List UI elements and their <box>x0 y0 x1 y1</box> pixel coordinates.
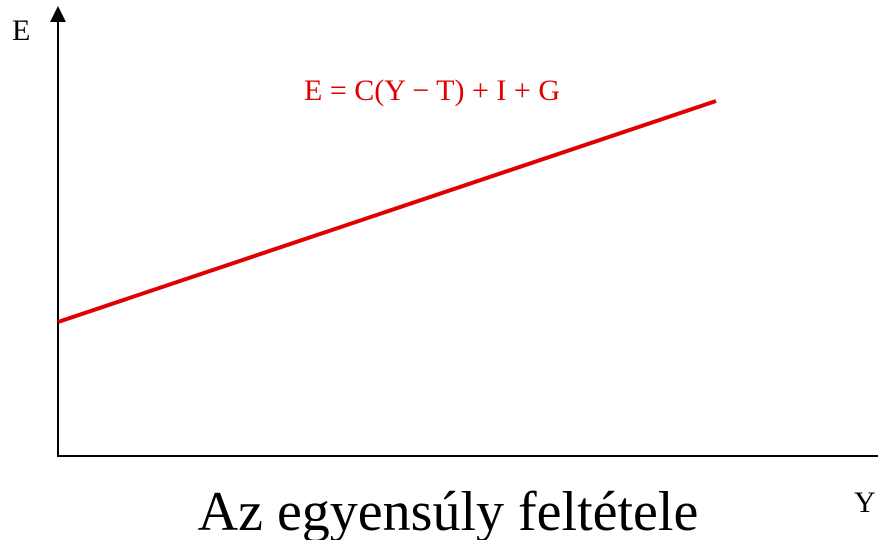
expenditure-line <box>57 99 717 324</box>
x-axis-label: Y <box>854 486 876 519</box>
caption: Az egyensúly feltétele <box>198 481 699 540</box>
y-axis-label: E <box>12 14 30 47</box>
line-label: E = C(Y − T) + I + G <box>304 74 560 107</box>
